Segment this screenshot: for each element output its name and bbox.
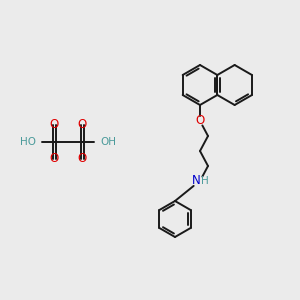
- Text: O: O: [50, 152, 58, 166]
- Text: O: O: [77, 118, 87, 131]
- Text: H: H: [201, 176, 209, 186]
- Text: O: O: [77, 152, 87, 166]
- Text: O: O: [195, 115, 205, 128]
- Text: OH: OH: [100, 137, 116, 147]
- Text: HO: HO: [20, 137, 36, 147]
- Text: N: N: [192, 175, 200, 188]
- Text: O: O: [50, 118, 58, 131]
